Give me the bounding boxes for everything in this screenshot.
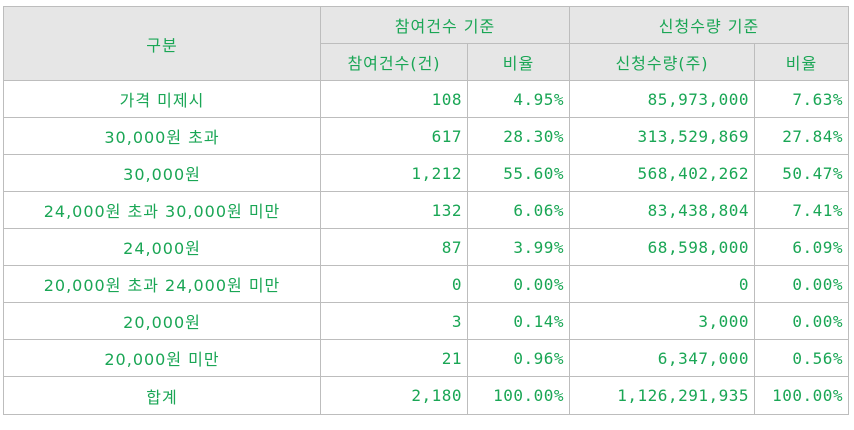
row-count-ratio: 0.14%: [467, 302, 570, 340]
row-quantity-ratio-total: 100.00%: [754, 376, 849, 415]
row-count-ratio: 0.96%: [467, 339, 570, 377]
row-count-ratio-total: 100.00%: [467, 376, 570, 415]
row-label: 20,000원 초과 24,000원 미만: [3, 265, 321, 303]
table-row: 30,000원 1,212 55.60% 568,402,262 50.47%: [3, 154, 849, 192]
row-quantity-total: 1,126,291,935: [569, 376, 755, 415]
header-row-top: 구분 참여건수 기준 신청수량 기준: [3, 6, 849, 81]
row-quantity-ratio: 6.09%: [754, 228, 849, 266]
table-row-total: 합계 2,180 100.00% 1,126,291,935 100.00%: [3, 376, 849, 415]
header-count: 참여건수(건): [320, 43, 468, 81]
table-row: 24,000원 초과 30,000원 미만 132 6.06% 83,438,8…: [3, 191, 849, 229]
row-count: 132: [320, 191, 468, 229]
row-quantity: 313,529,869: [569, 117, 755, 155]
row-count-total: 2,180: [320, 376, 468, 415]
header-quantity: 신청수량(주): [569, 43, 755, 81]
header-quantity-ratio: 비율: [754, 43, 849, 81]
row-quantity-ratio: 7.63%: [754, 80, 849, 118]
row-label: 30,000원: [3, 154, 321, 192]
row-quantity-ratio: 27.84%: [754, 117, 849, 155]
row-quantity: 0: [569, 265, 755, 303]
row-count: 617: [320, 117, 468, 155]
row-label: 20,000원: [3, 302, 321, 340]
row-count: 108: [320, 80, 468, 118]
table-row: 가격 미제시 108 4.95% 85,973,000 7.63%: [3, 80, 849, 118]
header-group-quantity: 신청수량 기준: [569, 6, 849, 44]
row-count-ratio: 3.99%: [467, 228, 570, 266]
table-row: 20,000원 미만 21 0.96% 6,347,000 0.56%: [3, 339, 849, 377]
table-header: 구분 참여건수 기준 신청수량 기준 참여건수(건) 비율 신청수량(주) 비율: [3, 6, 849, 81]
row-quantity-ratio: 0.00%: [754, 265, 849, 303]
row-label: 20,000원 미만: [3, 339, 321, 377]
row-label: 30,000원 초과: [3, 117, 321, 155]
header-category: 구분: [3, 6, 321, 81]
header-group-count: 참여건수 기준: [320, 6, 570, 44]
table-row: 30,000원 초과 617 28.30% 313,529,869 27.84%: [3, 117, 849, 155]
row-quantity: 6,347,000: [569, 339, 755, 377]
table-body: 가격 미제시 108 4.95% 85,973,000 7.63% 30,000…: [3, 80, 849, 415]
row-label: 24,000원 초과 30,000원 미만: [3, 191, 321, 229]
row-quantity: 68,598,000: [569, 228, 755, 266]
row-count: 0: [320, 265, 468, 303]
row-label: 24,000원: [3, 228, 321, 266]
row-count: 3: [320, 302, 468, 340]
row-quantity-ratio: 7.41%: [754, 191, 849, 229]
table-row: 24,000원 87 3.99% 68,598,000 6.09%: [3, 228, 849, 266]
header-count-ratio: 비율: [467, 43, 570, 81]
row-count: 87: [320, 228, 468, 266]
row-count-ratio: 28.30%: [467, 117, 570, 155]
row-count-ratio: 4.95%: [467, 80, 570, 118]
table-row: 20,000원 3 0.14% 3,000 0.00%: [3, 302, 849, 340]
row-quantity: 85,973,000: [569, 80, 755, 118]
row-count: 1,212: [320, 154, 468, 192]
row-quantity-ratio: 0.00%: [754, 302, 849, 340]
row-quantity: 83,438,804: [569, 191, 755, 229]
row-quantity: 3,000: [569, 302, 755, 340]
row-label: 가격 미제시: [3, 80, 321, 118]
row-count-ratio: 55.60%: [467, 154, 570, 192]
demand-forecast-table: 구분 참여건수 기준 신청수량 기준 참여건수(건) 비율 신청수량(주) 비율…: [3, 6, 849, 415]
row-quantity-ratio: 50.47%: [754, 154, 849, 192]
row-quantity-ratio: 0.56%: [754, 339, 849, 377]
row-quantity: 568,402,262: [569, 154, 755, 192]
row-count-ratio: 6.06%: [467, 191, 570, 229]
row-count-ratio: 0.00%: [467, 265, 570, 303]
row-label-total: 합계: [3, 376, 321, 415]
table-row: 20,000원 초과 24,000원 미만 0 0.00% 0 0.00%: [3, 265, 849, 303]
header-row-sub: 참여건수(건) 비율 신청수량(주) 비율: [4, 43, 849, 81]
row-count: 21: [320, 339, 468, 377]
